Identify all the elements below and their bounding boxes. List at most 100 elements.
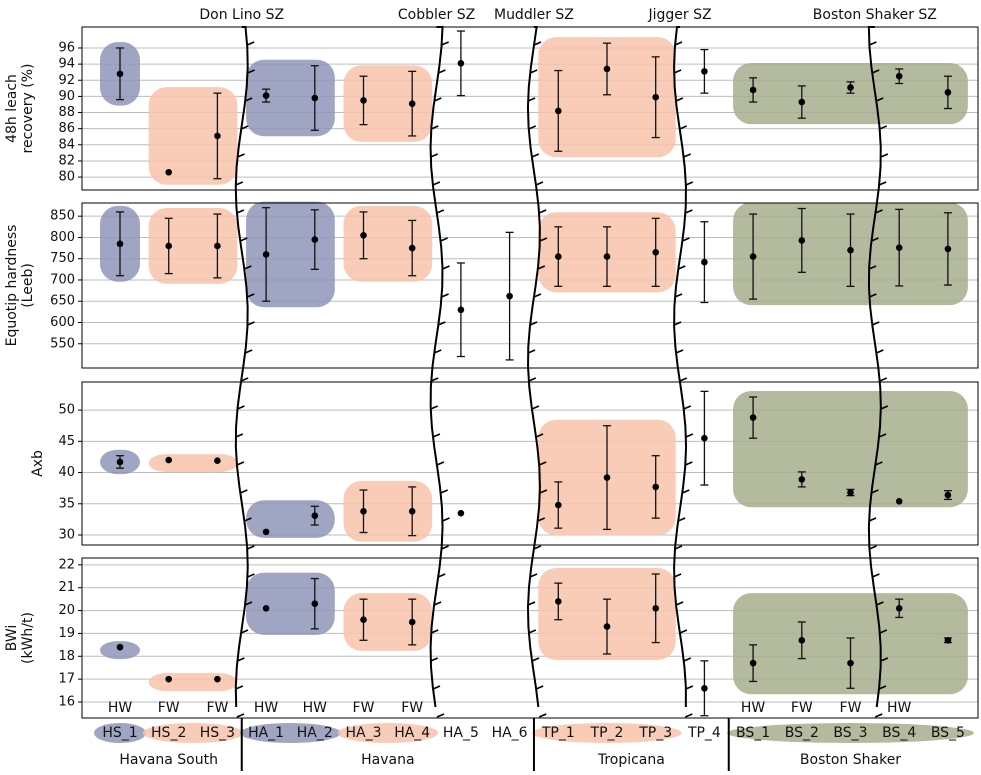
group-shade: [343, 65, 433, 142]
shear-zone-tick: [528, 125, 537, 130]
shear-zone-label: Muddler SZ: [494, 7, 574, 23]
y-axis-label: 48h leach: [4, 74, 20, 143]
y-tick-label: 86: [58, 121, 75, 136]
x-tick-label: BS_4: [882, 725, 916, 741]
data-point: [652, 483, 659, 491]
shear-zone-tick: [440, 237, 448, 242]
group-shade: [246, 201, 335, 308]
data-point: [262, 92, 270, 99]
y-tick-label: 600: [50, 315, 75, 330]
shear-zone-tick: [683, 153, 691, 158]
shear-zone-tick: [683, 405, 692, 410]
y-tick-label: 700: [50, 272, 75, 287]
shear-zone-tick: [438, 69, 446, 74]
shear-zone-tick: [879, 629, 888, 634]
y-axis-label: Axb: [30, 450, 46, 477]
x-tick-label: TP_4: [687, 725, 721, 741]
data-point: [944, 89, 952, 96]
shear-zone-tick: [432, 433, 441, 438]
y-tick-label: 94: [58, 57, 75, 72]
shear-zone-tick: [246, 41, 255, 46]
shear-zone-tick: [436, 209, 445, 214]
label-shade: [240, 723, 341, 743]
data-point: [701, 684, 708, 692]
data-point: [116, 240, 124, 248]
shear-zone-tick: [685, 685, 694, 690]
data-point: [311, 236, 319, 243]
y-tick-label: 35: [58, 496, 75, 511]
group-label: Havana South: [119, 752, 218, 768]
shear-zone-tick: [868, 265, 877, 270]
y-tick-label: 45: [58, 434, 75, 449]
shear-zone-tick: [529, 69, 538, 74]
shear-zone-tick: [240, 125, 249, 130]
group-shade: [733, 390, 968, 508]
shear-zone-tick: [868, 517, 877, 522]
y-tick-label: 50: [58, 403, 75, 418]
shear-zone-tick: [240, 377, 249, 382]
group-label: Boston Shaker: [800, 752, 901, 768]
y-tick-label: 850: [50, 209, 75, 224]
x-tick-label: BS_3: [833, 725, 867, 741]
x-tick-label: HA_6: [492, 725, 528, 741]
shear-zone-tick: [531, 405, 540, 410]
shear-zone-tick: [240, 629, 249, 634]
data-point: [847, 489, 854, 496]
group-shade: [343, 593, 433, 651]
shear-zone-tick: [537, 517, 546, 522]
shear-zone-tick: [872, 573, 880, 578]
data-point: [360, 507, 367, 515]
data-point: [847, 659, 854, 667]
shear-zone-tick: [674, 293, 683, 298]
shear-zone-tick: [527, 349, 536, 354]
x-tick-label: HA_4: [394, 725, 430, 741]
data-point: [652, 93, 659, 101]
data-point: [408, 244, 416, 252]
shear-zone-tick: [437, 573, 446, 578]
shear-zone-tick: [685, 209, 693, 214]
shear-zone-tick: [880, 657, 889, 662]
shear-zone-tick: [432, 685, 441, 690]
panel-frame: [81, 557, 979, 719]
data-point: [603, 623, 611, 630]
label-shade: [727, 723, 974, 743]
shear-zone-tick: [433, 349, 442, 354]
group-shade: [343, 205, 433, 282]
shear-zone-line: [867, 26, 882, 708]
shear-zone-tick: [442, 265, 450, 270]
y-tick-label: 88: [58, 105, 75, 120]
x-tick-label: BS_5: [931, 725, 965, 741]
shear-zone-tick: [529, 321, 538, 326]
shear-zone-tick: [679, 125, 688, 130]
shear-zone-tick: [535, 433, 544, 438]
x-tick-label: HS_1: [102, 725, 137, 741]
shear-zone-tick: [247, 69, 255, 74]
data-point: [116, 643, 124, 651]
wall-label: FW: [353, 700, 375, 716]
shear-zone-tick: [871, 69, 880, 74]
group-shade: [538, 37, 676, 158]
shear-zone-tick: [239, 237, 248, 242]
data-point: [944, 245, 952, 253]
shear-zone-line: [429, 26, 444, 708]
shear-zone-tick: [430, 657, 439, 662]
data-point: [895, 604, 903, 612]
data-point: [798, 636, 806, 644]
shear-zone-tick: [527, 97, 536, 102]
data-point: [165, 242, 172, 250]
group-shade: [343, 480, 433, 542]
data-point: [555, 253, 562, 260]
data-point: [652, 604, 659, 612]
y-tick-label: 650: [50, 294, 75, 309]
y-tick-label: 16: [58, 695, 75, 710]
shear-zone-tick: [430, 405, 439, 410]
shear-zone-tick: [871, 489, 879, 494]
shear-zone-tick: [539, 489, 548, 494]
shear-zone-tick: [673, 69, 682, 74]
panel-frame: [81, 202, 979, 369]
shear-zone-tick: [538, 209, 547, 214]
y-tick-label: 22: [58, 557, 75, 572]
shear-zone-tick: [237, 657, 245, 662]
y-axis-label: (kWh/t): [20, 612, 36, 664]
shear-zone-tick: [236, 713, 245, 718]
